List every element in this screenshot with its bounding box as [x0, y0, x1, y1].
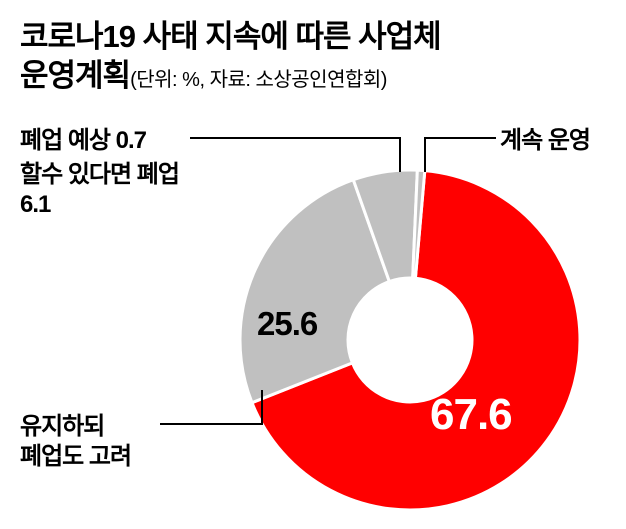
leader-line [190, 138, 400, 172]
title-text-1: 코로나19 사태 지속에 따른 사업체 [20, 19, 441, 54]
donut-chart: 67.6 25.6 계속 운영 폐업 예상 0.7 할수 있다면 폐업 6.1 … [0, 120, 626, 529]
title-text-2: 운영계획 [20, 58, 130, 93]
subtitle-text: (단위: %, 자료: 소상공인연합회) [130, 69, 387, 91]
label-maintain-l1: 유지하되 [20, 413, 104, 440]
title-line-2: 운영계획(단위: %, 자료: 소상공인연합회) [20, 57, 606, 96]
value-maintain: 25.6 [257, 305, 317, 343]
chart-title-block: 코로나19 사태 지속에 따른 사업체 운영계획(단위: %, 자료: 소상공인… [0, 0, 626, 96]
label-close-if-possible: 할수 있다면 폐업 6.1 [20, 160, 179, 220]
label-continue: 계속 운영 [500, 126, 590, 156]
leader-line [160, 390, 262, 424]
label-close-expected: 폐업 예상 0.7 [20, 126, 146, 156]
label-close-if-l2: 6.1 [20, 191, 50, 218]
value-continue: 67.6 [430, 390, 512, 440]
title-line-1: 코로나19 사태 지속에 따른 사업체 [20, 18, 606, 57]
label-maintain-consider-close: 유지하되 폐업도 고려 [20, 412, 131, 472]
leader-line [425, 138, 496, 172]
label-close-if-l1: 할수 있다면 폐업 [20, 161, 179, 188]
label-maintain-l2: 폐업도 고려 [20, 443, 131, 470]
